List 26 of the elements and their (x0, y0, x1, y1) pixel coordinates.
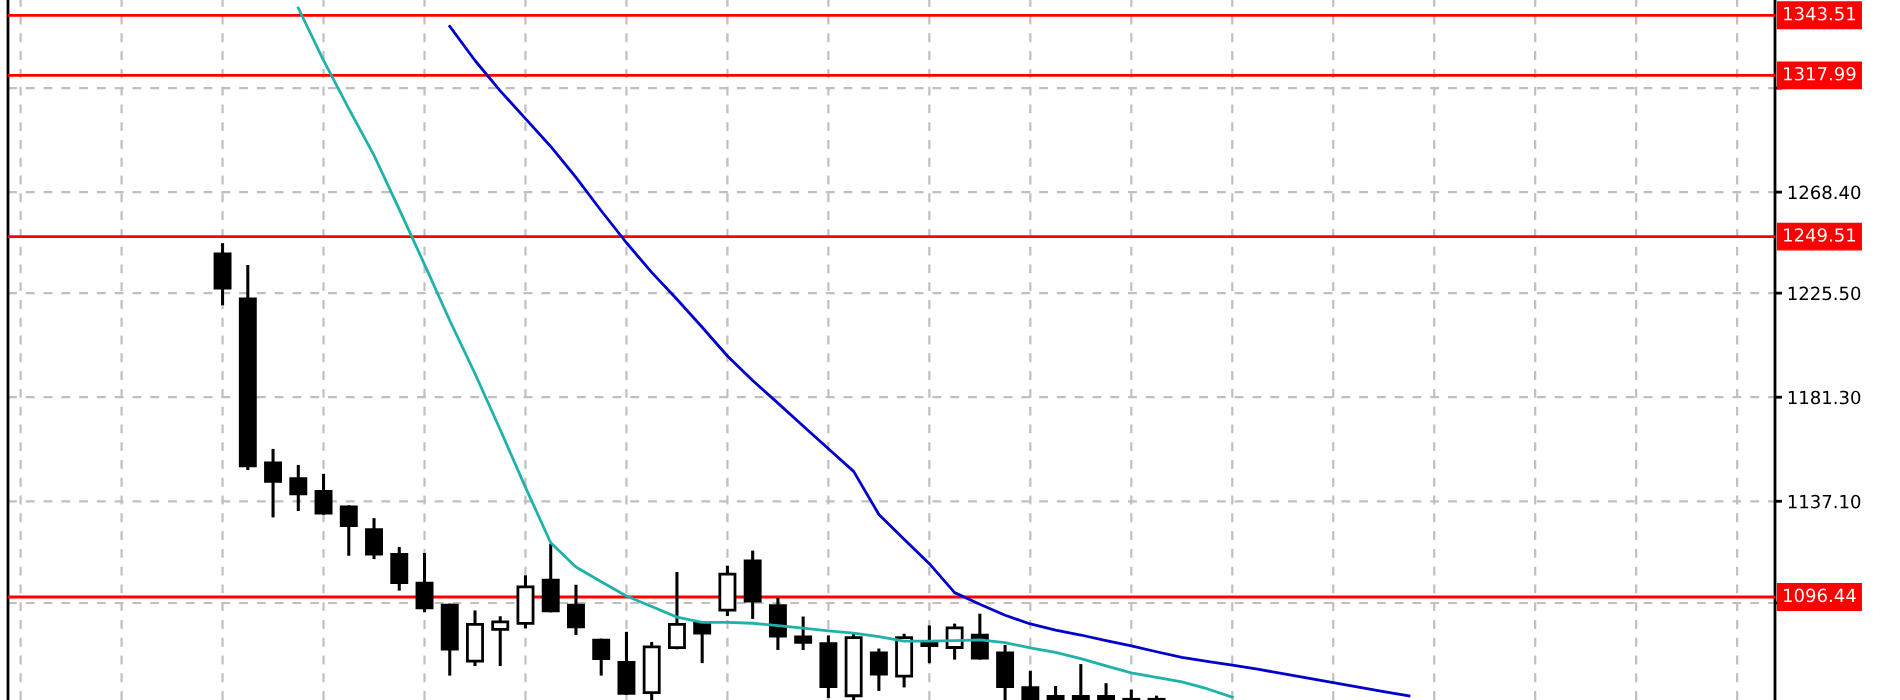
ref-line-label: 1343.51 (1784, 6, 1856, 21)
candlestick (869, 648, 888, 691)
candlestick (1021, 670, 1040, 700)
candlestick (567, 584, 585, 635)
candlestick (289, 464, 308, 512)
ref-line-label: 1249.51 (1784, 228, 1856, 242)
candlestick (592, 638, 611, 676)
candlestick (1071, 664, 1090, 700)
ref-line-label: 1096.44 (1784, 588, 1856, 603)
candlestick (1147, 695, 1166, 700)
candlestick (794, 616, 813, 650)
candlestick (339, 505, 358, 556)
candlestick (667, 572, 686, 650)
line-series (448, 24, 1411, 698)
y-tick-label: 1181.30 (1788, 390, 1861, 405)
candlestick (920, 625, 939, 664)
candlestick (693, 621, 712, 664)
candlestick (1122, 689, 1141, 700)
y-tick-label: 1137.10 (1788, 494, 1861, 509)
ref-line-label: 1317.99 (1784, 66, 1856, 81)
y-tick-label: 1225.50 (1788, 286, 1861, 301)
candlestick (314, 473, 333, 515)
line-series (296, 6, 1234, 699)
y-tick-label: 1268.40 (1788, 185, 1861, 200)
candlestick (264, 448, 283, 518)
candlestick (491, 616, 510, 666)
